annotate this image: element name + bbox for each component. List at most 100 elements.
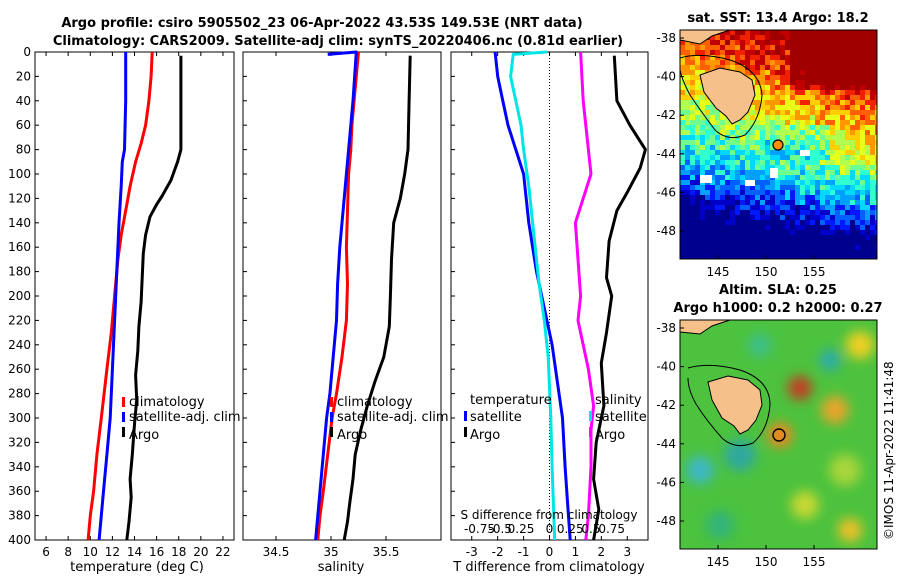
- sst-cell: [735, 220, 740, 225]
- sst-cell: [855, 245, 860, 250]
- sst-cell: [700, 200, 705, 205]
- sst-cell: [870, 35, 875, 40]
- sst-cell: [835, 120, 840, 125]
- sst-cell: [715, 110, 720, 115]
- sst-cell: [755, 125, 760, 130]
- sst-cell: [695, 235, 700, 240]
- sst-cell: [815, 175, 820, 180]
- sst-cell: [765, 45, 770, 50]
- sst-cell: [695, 70, 700, 75]
- sst-cell: [790, 145, 795, 150]
- sst-cell: [840, 70, 845, 75]
- sst-cell: [760, 30, 765, 35]
- temperature-legend: climatology satellite-adj. clim Argo: [122, 395, 241, 443]
- sst-cell: [760, 40, 765, 45]
- sst-cell: [875, 70, 877, 75]
- sst-cell: [705, 205, 710, 210]
- sst-cell: [810, 175, 815, 180]
- sst-cell: [810, 110, 815, 115]
- sst-cell: [795, 40, 800, 45]
- sst-cell: [820, 140, 825, 145]
- sst-cell: [870, 100, 875, 105]
- sst-cell: [755, 220, 760, 225]
- sst-cell: [715, 120, 720, 125]
- sst-cell: [685, 125, 690, 130]
- sst-cell: [725, 150, 730, 155]
- sst-cell: [775, 200, 780, 205]
- sst-cell: [780, 155, 785, 160]
- sst-cell: [830, 95, 835, 100]
- sst-cell: [765, 140, 770, 145]
- sst-cell: [725, 215, 730, 220]
- sst-cell: [830, 55, 835, 60]
- sst-cell: [705, 170, 710, 175]
- y-tick-label: 40: [16, 94, 31, 108]
- sst-cell: [765, 55, 770, 60]
- sst-cell: [850, 235, 855, 240]
- legend-satellite-label: satellite-adj. clim: [129, 410, 241, 425]
- sst-cell: [850, 40, 855, 45]
- sst-cell: [825, 215, 830, 220]
- sst-cell: [840, 235, 845, 240]
- sst-cell: [695, 160, 700, 165]
- sst-cell: [770, 85, 775, 90]
- sst-cell: [805, 100, 810, 105]
- sst-cell: [755, 235, 760, 240]
- sst-cell: [730, 200, 735, 205]
- sst-cell: [855, 95, 860, 100]
- sst-cell: [820, 35, 825, 40]
- sst-cell: [765, 180, 770, 185]
- sst-cell: [720, 220, 725, 225]
- sst-cell: [795, 70, 800, 75]
- series-line-satellite-s: [509, 50, 557, 541]
- map-x-tick-label: 145: [707, 265, 730, 279]
- sst-cell: [820, 50, 825, 55]
- sst-cell: [775, 55, 780, 60]
- sst-cell: [865, 185, 870, 190]
- legend-satellite-S-swatch: [589, 411, 592, 421]
- sst-cell: [740, 190, 745, 195]
- sst-cell: [850, 50, 855, 55]
- sst-cell: [860, 230, 865, 235]
- sst-cell: [810, 235, 815, 240]
- sst-cell: [720, 160, 725, 165]
- sst-cell: [875, 30, 877, 35]
- sst-cell: [785, 30, 790, 35]
- sst-cell: [805, 215, 810, 220]
- sst-cell: [715, 175, 720, 180]
- sst-cell: [820, 170, 825, 175]
- sst-cell: [715, 215, 720, 220]
- sst-cell: [690, 190, 695, 195]
- sst-cell: [860, 175, 865, 180]
- sst-cell: [685, 80, 690, 85]
- sst-cell: [770, 215, 775, 220]
- sst-map-axes: 145 150 155-38-40-42-44-46-48: [656, 31, 825, 279]
- sst-cell: [690, 195, 695, 200]
- sst-cell: [685, 140, 690, 145]
- x-tick-label: 3: [623, 545, 631, 559]
- sst-cell: [760, 60, 765, 65]
- sst-cell: [710, 170, 715, 175]
- sst-cell: [740, 210, 745, 215]
- sst-cell: [750, 35, 755, 40]
- sst-cell: [770, 120, 775, 125]
- sst-cell: [870, 225, 875, 230]
- sst-cell: [810, 85, 815, 90]
- sst-cell: [795, 230, 800, 235]
- legend-argo-label: Argo: [129, 428, 159, 443]
- sst-cell: [715, 45, 720, 50]
- sst-cell: [795, 150, 800, 155]
- sst-cell: [725, 220, 730, 225]
- sst-cell: [825, 40, 830, 45]
- sst-cell: [835, 60, 840, 65]
- sst-cell: [735, 35, 740, 40]
- sst-cell: [815, 105, 820, 110]
- sst-cell: [875, 100, 877, 105]
- sst-cell: [705, 145, 710, 150]
- sst-cell: [740, 170, 745, 175]
- sst-cell: [870, 250, 875, 255]
- sst-cell: [850, 60, 855, 65]
- sst-cell: [815, 240, 820, 245]
- sst-cell: [755, 120, 760, 125]
- sst-cell: [875, 45, 877, 50]
